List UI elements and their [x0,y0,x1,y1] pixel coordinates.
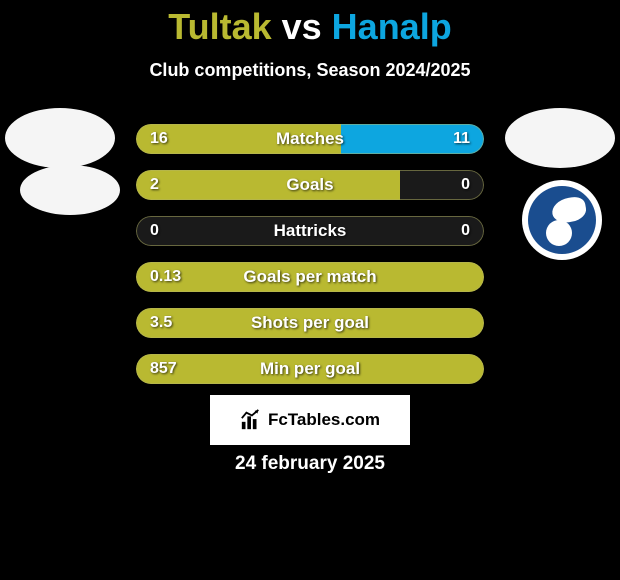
stat-row: 857Min per goal [136,354,484,384]
stat-label: Goals per match [136,267,484,287]
stat-row: 00Hattricks [136,216,484,246]
watermark-text: FcTables.com [268,410,380,430]
footer-date: 24 february 2025 [0,453,620,475]
player-right-club-badge [522,180,602,260]
player-right-placeholder-1 [505,108,615,168]
stat-label: Min per goal [136,359,484,379]
stat-row: 0.13Goals per match [136,262,484,292]
watermark: FcTables.com [210,395,410,445]
stat-label: Goals [136,175,484,195]
stat-row: 3.5Shots per goal [136,308,484,338]
club-logo-icon [528,186,596,254]
chart-icon [240,409,262,431]
stat-row: 20Goals [136,170,484,200]
player-left-placeholder-2 [20,165,120,215]
page-title: Tultak vs Hanalp [0,0,620,48]
stat-row: 1611Matches [136,124,484,154]
stat-label: Matches [136,129,484,149]
title-right: Hanalp [332,6,452,47]
subtitle: Club competitions, Season 2024/2025 [0,60,620,81]
title-vs: vs [272,6,332,47]
stats-container: 1611Matches 20Goals 00Hattricks 0.13Goals p… [136,124,484,400]
player-left-placeholder-1 [5,108,115,168]
stat-label: Shots per goal [136,313,484,333]
title-left: Tultak [168,6,271,47]
stat-label: Hattricks [136,221,484,241]
